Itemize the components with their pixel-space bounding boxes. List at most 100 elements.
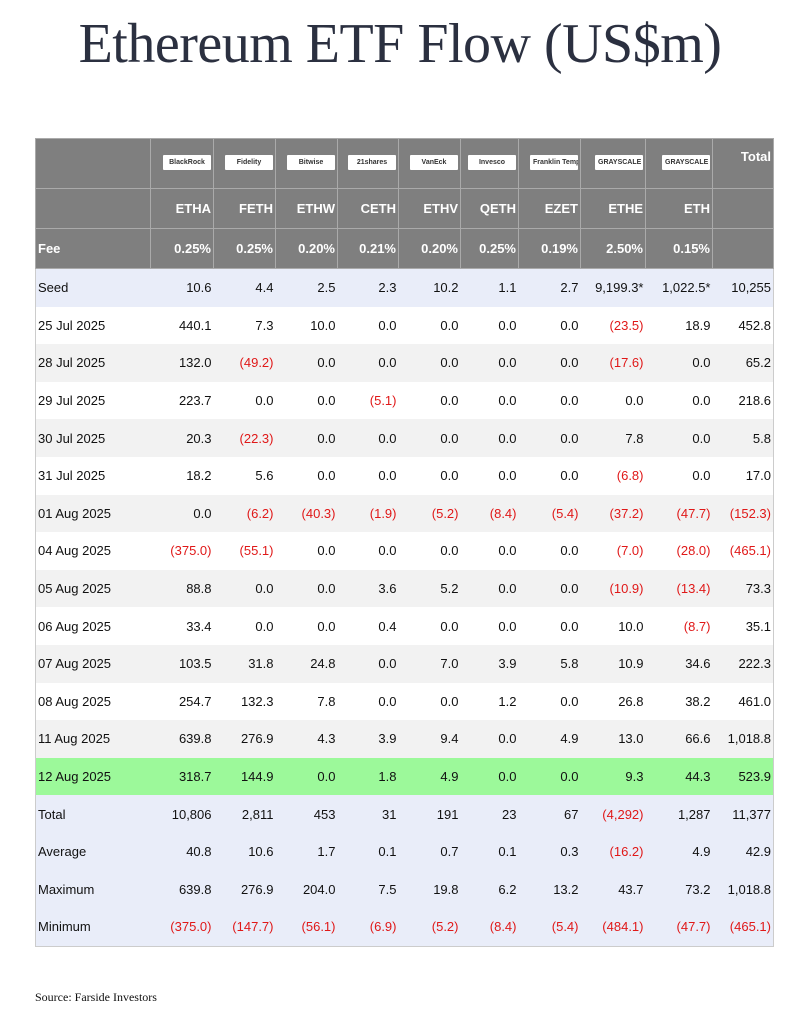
total-cell: 1,018.8 [712,870,774,909]
row-label: 01 Aug 2025 [35,494,151,533]
flow-cell: (6.9) [337,908,399,947]
flow-cell: 0.0 [337,306,399,345]
flow-cell: (17.6) [580,344,646,382]
row-label: 30 Jul 2025 [35,419,151,457]
table-row: Minimum (375.0) (147.7) (56.1) (6.9) (5.2) (8.… [35,908,774,947]
flow-cell: 26.8 [580,682,646,721]
flow-cell: 31 [337,795,399,833]
flow-cell: (13.4) [645,569,713,608]
row-label: 05 Aug 2025 [35,569,151,608]
ticker-header: ETH [645,188,713,229]
flow-cell: 1.7 [275,832,338,871]
issuer-cell: Franklin Templeton [518,138,581,189]
flow-cell: 639.8 [150,720,214,758]
flow-cell: 132.0 [150,344,214,382]
flow-cell: 0.0 [518,306,581,345]
flow-cell: (47.7) [645,494,713,533]
flow-cell: (49.2) [213,344,276,382]
total-cell: 35.1 [712,607,774,645]
table-row: Maximum 639.8 276.9 204.0 7.5 19.8 6.2 13.2 43.7… [35,870,774,909]
fee-row: Fee 0.25% 0.25% 0.20% 0.21% 0.20% 0.25% 0.19% 2.… [35,228,774,269]
total-cell: 42.9 [712,832,774,871]
flow-cell: 0.7 [398,832,461,871]
flow-cell: 0.0 [398,607,461,645]
flow-cell: (16.2) [580,832,646,871]
flow-cell: 1.8 [337,757,399,796]
total-cell: 10,255 [712,268,774,307]
table-row: 29 Jul 2025 223.7 0.0 0.0 (5.1) 0.0 0.0 0.0 0.0 0… [35,381,774,420]
flow-cell: 2.3 [337,268,399,307]
issuer-logo: GRAYSCALE [662,154,710,170]
flow-cell: 0.4 [337,607,399,645]
header-blank [712,228,774,269]
flow-cell: 13.0 [580,720,646,758]
flow-cell: (10.9) [580,569,646,608]
flow-cell: 0.0 [275,532,338,570]
flow-cell: 2.5 [275,268,338,307]
flow-cell: (484.1) [580,908,646,947]
table-row: 11 Aug 2025 639.8 276.9 4.3 3.9 9.4 0.0 4.9 13.0… [35,720,774,758]
flow-cell: 3.6 [337,569,399,608]
issuer-cell: Bitwise [275,138,338,189]
row-label: 06 Aug 2025 [35,607,151,645]
flow-cell: 1.2 [460,682,519,721]
row-label: 08 Aug 2025 [35,682,151,721]
table-row: 28 Jul 2025 132.0 (49.2) 0.0 0.0 0.0 0.0 0.0 (17… [35,344,774,382]
flow-cell: 0.0 [518,381,581,420]
flow-cell: 318.7 [150,757,214,796]
issuer-cell: BlackRock [150,138,214,189]
row-label: 12 Aug 2025 [35,757,151,796]
flow-cell: 20.3 [150,419,214,457]
table-row: 12 Aug 2025 318.7 144.9 0.0 1.8 4.9 0.0 0.0 9.3 4… [35,757,774,796]
row-label: Total [35,795,151,833]
flow-cell: 38.2 [645,682,713,721]
flow-cell: 10,806 [150,795,214,833]
flow-cell: 639.8 [150,870,214,909]
flow-cell: 24.8 [275,644,338,683]
flow-cell: 0.0 [150,494,214,533]
flow-cell: 4.9 [645,832,713,871]
flow-cell: 0.0 [518,569,581,608]
flow-cell: (55.1) [213,532,276,570]
flow-cell: 0.0 [460,532,519,570]
flow-cell: (40.3) [275,494,338,533]
flow-cell: 0.0 [398,381,461,420]
flow-cell: 1,022.5* [645,268,713,307]
flow-cell: (6.2) [213,494,276,533]
flow-cell: 43.7 [580,870,646,909]
total-cell: 523.9 [712,757,774,796]
flow-cell: 0.0 [518,456,581,495]
total-cell: 452.8 [712,306,774,345]
row-label: 29 Jul 2025 [35,381,151,420]
flow-cell: 0.3 [518,832,581,871]
total-cell: 65.2 [712,344,774,382]
flow-cell: 132.3 [213,682,276,721]
flow-cell: 4.9 [398,757,461,796]
fee-value: 0.19% [518,228,581,269]
row-label: 11 Aug 2025 [35,720,151,758]
flow-cell: 276.9 [213,720,276,758]
flow-cell: (22.3) [213,419,276,457]
total-cell: 73.3 [712,569,774,608]
flow-cell: 0.0 [213,381,276,420]
flow-cell: 144.9 [213,757,276,796]
flow-cell: (56.1) [275,908,338,947]
table-row: 01 Aug 2025 0.0 (6.2) (40.3) (1.9) (5.2) (8.4)… [35,494,774,533]
flow-cell: 0.0 [337,419,399,457]
ticker-row: ETHA FETH ETHW CETH ETHV QETH EZET ETHE ETH [35,188,774,229]
flow-cell: (8.4) [460,908,519,947]
flow-cell: 276.9 [213,870,276,909]
flow-cell: 0.1 [460,832,519,871]
flow-cell: (6.8) [580,456,646,495]
total-cell: 17.0 [712,456,774,495]
table-row: 31 Jul 2025 18.2 5.6 0.0 0.0 0.0 0.0 0.0 (6.8) 0.… [35,456,774,495]
ticker-header: CETH [337,188,399,229]
flow-cell: 5.6 [213,456,276,495]
issuer-cell: GRAYSCALE [580,138,646,189]
flow-cell: 0.0 [518,607,581,645]
flow-cell: (37.2) [580,494,646,533]
flow-cell: 0.0 [398,306,461,345]
flow-cell: 0.0 [518,757,581,796]
flow-cell: 9.4 [398,720,461,758]
row-label: 31 Jul 2025 [35,456,151,495]
